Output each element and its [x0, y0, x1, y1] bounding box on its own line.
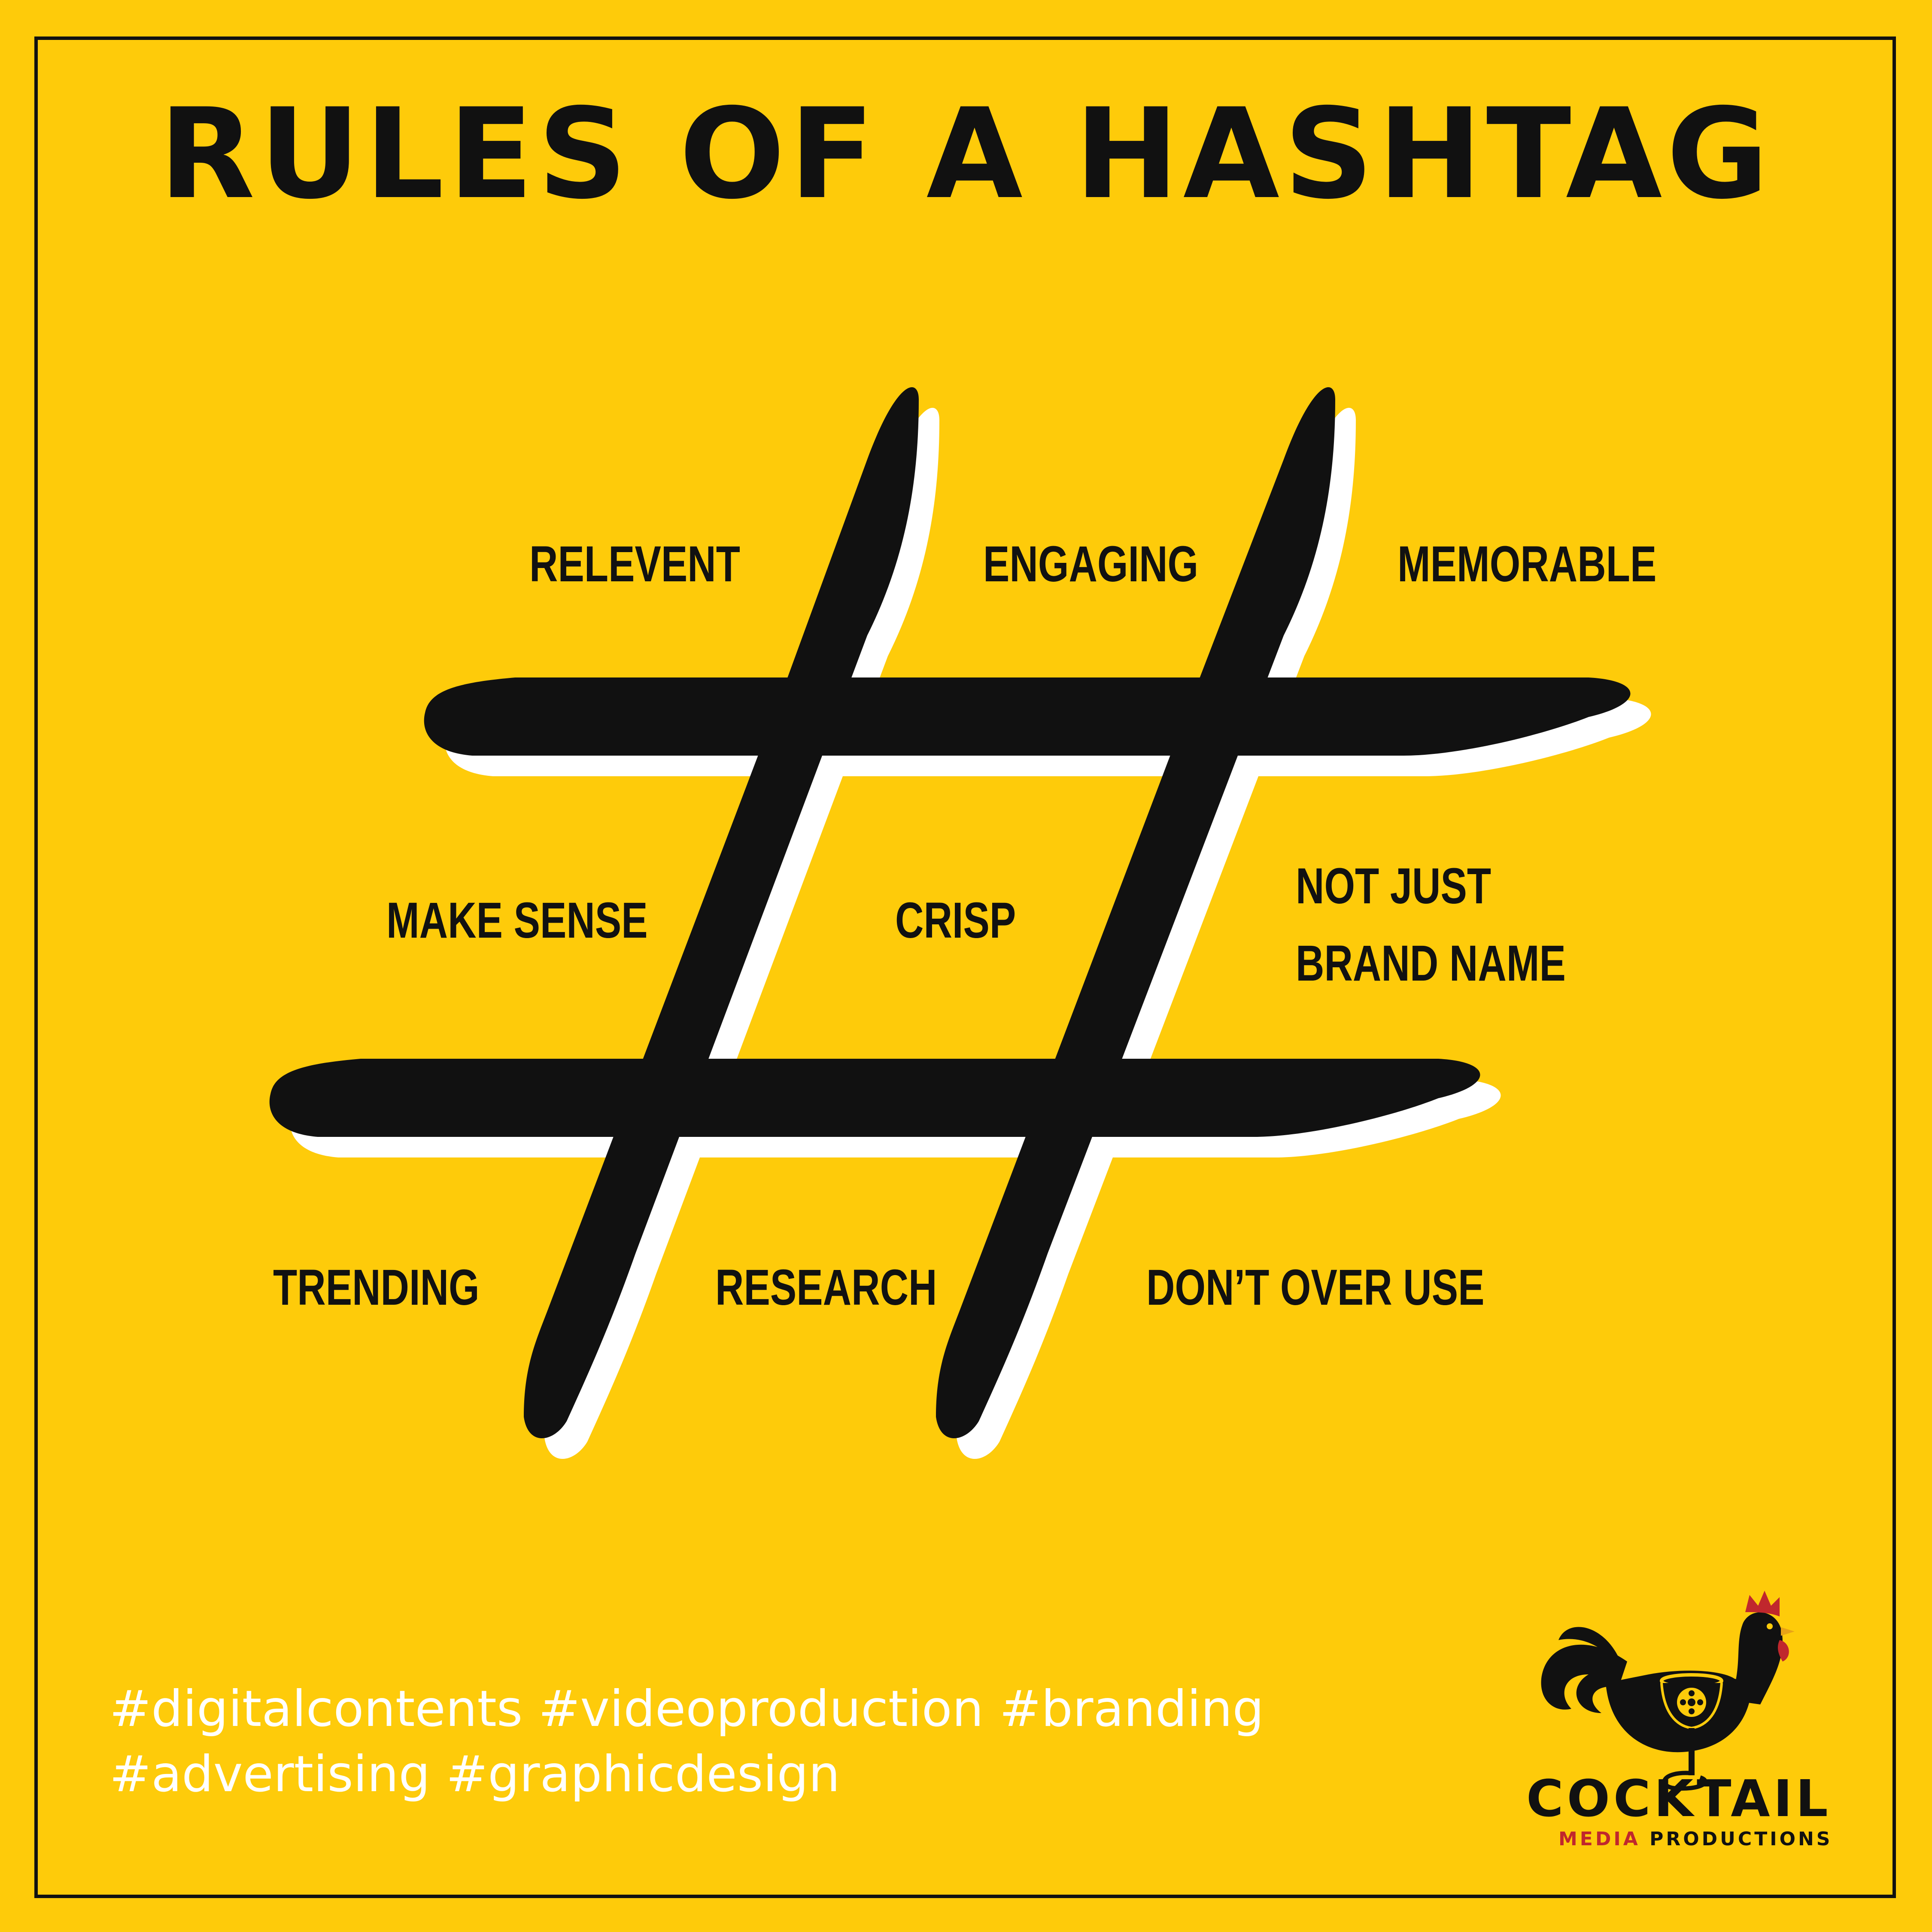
rule-engaging: ENGAGING	[983, 536, 1199, 592]
rule-relevent: RELEVENT	[529, 536, 740, 592]
logo-subtitle: MEDIA PRODUCTIONS	[1558, 1830, 1833, 1849]
rule-memorable: MEMORABLE	[1397, 536, 1657, 592]
hashtag-line-1: #digitalcontents #videoproduction #brand…	[109, 1680, 1264, 1738]
logo-wordmark: COCKTAIL	[1526, 1769, 1832, 1828]
page-title: RULES OF A HASHTAG	[159, 82, 1773, 227]
rule-trending: TRENDING	[273, 1259, 480, 1316]
border-frame	[34, 36, 1896, 1898]
rule-not-just-brand-name-line2: BRAND NAME	[1296, 935, 1566, 992]
rule-make-sense: MAKE SENSE	[386, 892, 648, 949]
rule-not-just-brand-name-line1: NOT JUST	[1296, 858, 1492, 914]
hash-main	[269, 387, 1631, 1438]
hashtag-list: #digitalcontents #videoproduction #brand…	[109, 1677, 1264, 1807]
rule-research: RESEARCH	[715, 1259, 937, 1316]
logo-subtitle-productions: PRODUCTIONS	[1640, 1828, 1833, 1850]
rule-not-just-brand-name: NOT JUST BRAND NAME	[1296, 861, 1566, 989]
rooster-cocktail-glass-icon	[1541, 1591, 1795, 1791]
rule-crisp: CRISP	[895, 892, 1016, 949]
hashtag-line-2: #advertising #graphicdesign	[109, 1745, 840, 1803]
logo-subtitle-media: MEDIA	[1558, 1828, 1640, 1850]
rule-dont-over-use: DON’T OVER USE	[1146, 1259, 1485, 1316]
